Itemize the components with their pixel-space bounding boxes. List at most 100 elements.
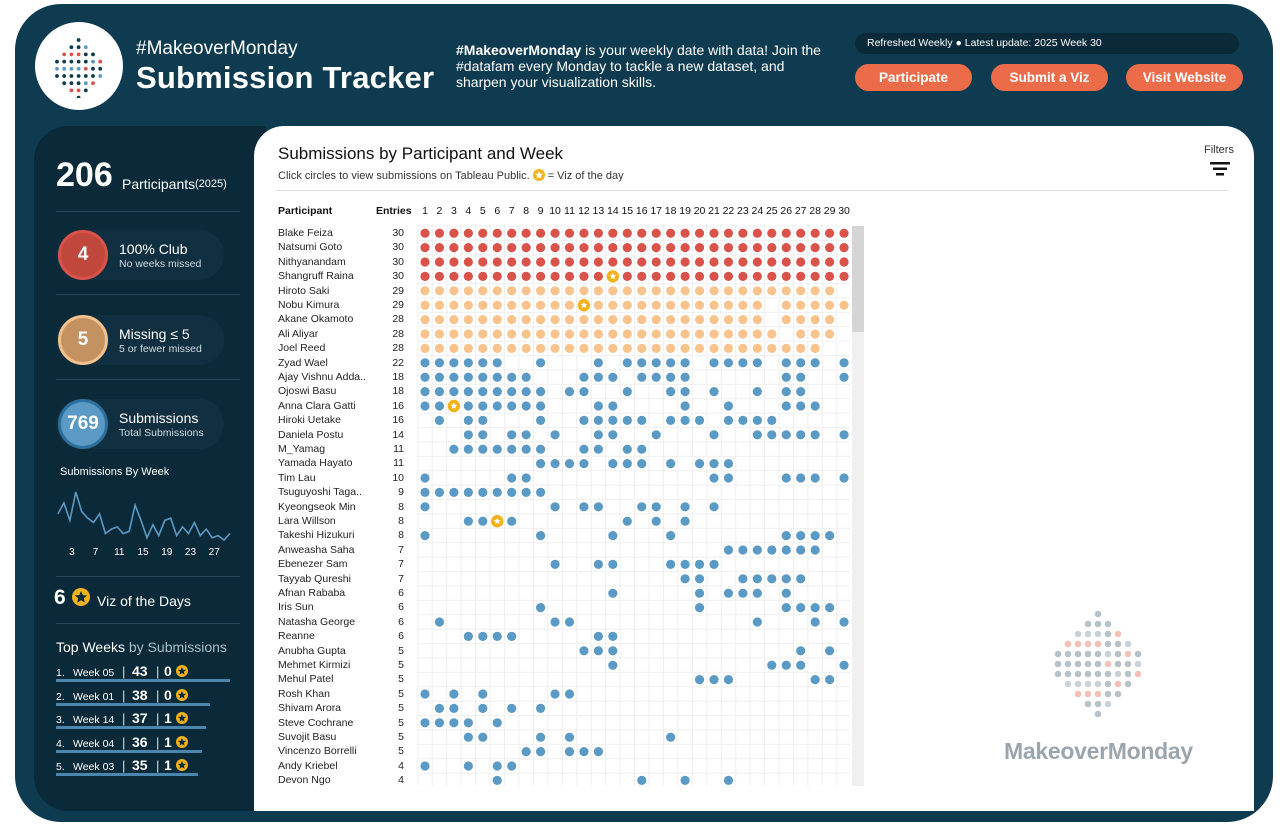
submission-dot[interactable]: [796, 531, 806, 541]
submission-dot[interactable]: [593, 747, 603, 757]
submission-dot[interactable]: [723, 459, 734, 469]
submission-dot[interactable]: [622, 387, 632, 397]
votd-marker[interactable]: [447, 399, 461, 413]
submission-dot[interactable]: [449, 444, 459, 454]
stat-100-club[interactable]: 4 100% Club No weeks missed: [56, 230, 224, 280]
submission-dot[interactable]: [463, 387, 473, 397]
submission-dot[interactable]: [680, 257, 690, 267]
submission-dot[interactable]: [550, 617, 560, 627]
submission-dot[interactable]: [723, 315, 734, 325]
submission-dot[interactable]: [694, 271, 705, 281]
submission-dot[interactable]: [449, 372, 459, 382]
submission-dot[interactable]: [449, 257, 459, 267]
submission-dot[interactable]: [825, 257, 835, 267]
submission-dot[interactable]: [738, 286, 748, 296]
submission-dot[interactable]: [666, 286, 676, 296]
submission-dot[interactable]: [507, 487, 517, 497]
submission-dot[interactable]: [593, 329, 603, 339]
submission-dot[interactable]: [463, 228, 473, 238]
submission-dot[interactable]: [521, 228, 531, 238]
submission-dot[interactable]: [550, 689, 560, 699]
submission-dot[interactable]: [723, 473, 734, 483]
submission-dot[interactable]: [781, 603, 791, 613]
submission-dot[interactable]: [434, 257, 445, 267]
submission-dot[interactable]: [449, 387, 459, 397]
participant-name[interactable]: Shivam Arora: [278, 702, 342, 715]
submission-dot[interactable]: [752, 588, 762, 598]
participant-name[interactable]: Shangruff Raina: [278, 270, 354, 283]
submission-dot[interactable]: [507, 372, 517, 382]
submission-dot[interactable]: [434, 387, 445, 397]
submission-dot[interactable]: [536, 703, 546, 713]
participant-name[interactable]: Hiroki Uetake: [278, 414, 342, 427]
participant-name[interactable]: Devon Ngo: [278, 774, 331, 787]
submission-dot[interactable]: [694, 574, 705, 584]
submission-dot[interactable]: [492, 300, 502, 310]
submission-dot[interactable]: [767, 430, 777, 440]
submission-dot[interactable]: [550, 459, 560, 469]
submission-dot[interactable]: [550, 271, 560, 281]
submission-dot[interactable]: [637, 228, 647, 238]
submission-dot[interactable]: [507, 257, 517, 267]
submission-dot[interactable]: [579, 257, 589, 267]
submission-dot[interactable]: [752, 271, 762, 281]
submission-dot[interactable]: [781, 257, 791, 267]
submission-dot[interactable]: [463, 718, 473, 728]
submission-dot[interactable]: [550, 559, 560, 569]
submission-dot[interactable]: [449, 487, 459, 497]
submission-dot[interactable]: [839, 257, 849, 267]
submission-dot[interactable]: [507, 401, 517, 411]
submission-dot[interactable]: [839, 271, 849, 281]
submission-dot[interactable]: [839, 300, 849, 310]
submission-dot[interactable]: [521, 300, 531, 310]
submission-dot[interactable]: [492, 761, 502, 771]
stat-missing-le5[interactable]: 5 Missing ≤ 5 5 or fewer missed: [56, 315, 224, 365]
submission-dot[interactable]: [593, 559, 603, 569]
submission-dot[interactable]: [608, 660, 618, 670]
submission-dot[interactable]: [680, 559, 690, 569]
participant-name[interactable]: Ali Aliyar: [278, 327, 319, 340]
submission-dot[interactable]: [781, 473, 791, 483]
participant-name[interactable]: Blake Feiza: [278, 227, 333, 239]
submission-dot[interactable]: [666, 358, 676, 368]
submission-dot[interactable]: [666, 732, 676, 742]
submission-dot[interactable]: [666, 372, 676, 382]
submission-dot[interactable]: [550, 343, 560, 353]
submission-dot[interactable]: [723, 286, 734, 296]
submission-dot[interactable]: [622, 315, 632, 325]
submission-dot[interactable]: [781, 574, 791, 584]
submission-dot[interactable]: [666, 329, 676, 339]
submission-dot[interactable]: [723, 329, 734, 339]
submission-dot[interactable]: [420, 271, 430, 281]
submission-dot[interactable]: [434, 718, 445, 728]
submission-dot[interactable]: [651, 502, 661, 512]
submission-dot[interactable]: [796, 473, 806, 483]
submission-dot[interactable]: [434, 372, 445, 382]
submission-dot[interactable]: [796, 603, 806, 613]
submission-dot[interactable]: [694, 228, 705, 238]
submission-dot[interactable]: [666, 257, 676, 267]
submission-dot[interactable]: [680, 315, 690, 325]
submission-dot[interactable]: [463, 444, 473, 454]
submission-dot[interactable]: [651, 315, 661, 325]
submission-dot[interactable]: [420, 689, 430, 699]
submission-dot[interactable]: [651, 516, 661, 526]
submission-dot[interactable]: [608, 588, 618, 598]
submission-dot[interactable]: [666, 531, 676, 541]
submission-dot[interactable]: [752, 286, 762, 296]
participant-name[interactable]: Takeshi Hizukuri: [278, 529, 355, 542]
submission-dot[interactable]: [608, 300, 618, 310]
submission-dot[interactable]: [463, 271, 473, 281]
submission-dot[interactable]: [810, 603, 820, 613]
submission-dot[interactable]: [579, 502, 589, 512]
submission-dot[interactable]: [593, 631, 603, 641]
submission-dot[interactable]: [796, 387, 806, 397]
submission-dot[interactable]: [449, 300, 459, 310]
submission-dot[interactable]: [420, 286, 430, 296]
submission-dot[interactable]: [839, 617, 849, 627]
submission-dot[interactable]: [723, 775, 734, 786]
submission-dot[interactable]: [536, 747, 546, 757]
submission-dot[interactable]: [463, 401, 473, 411]
submission-dot[interactable]: [810, 343, 820, 353]
submission-dot[interactable]: [434, 487, 445, 497]
